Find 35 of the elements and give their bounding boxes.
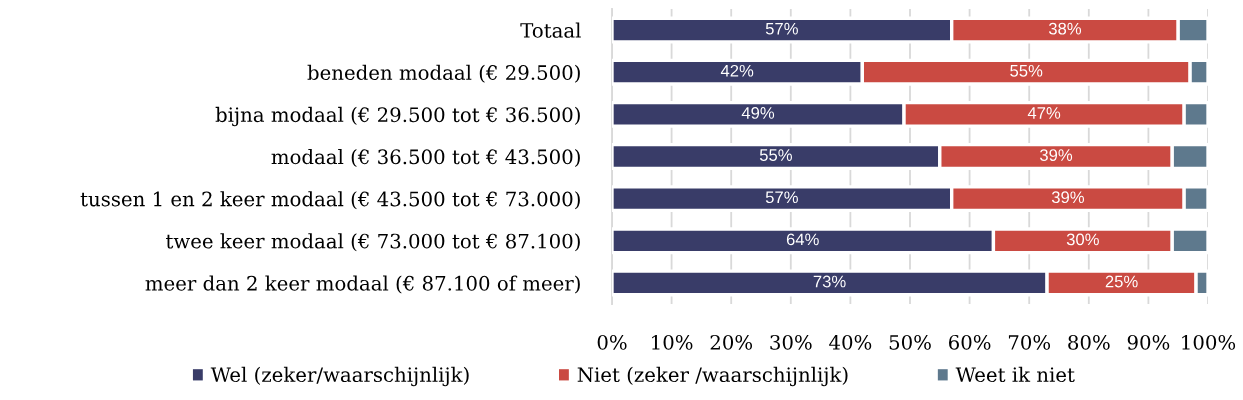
data-label: 38% <box>1048 22 1082 35</box>
y-tick-label: meer dan 2 keer modaal (€ 87.100 of meer) <box>145 275 580 294</box>
data-label: 39% <box>1039 149 1073 161</box>
x-tick-label: 0% <box>597 334 627 350</box>
data-label: 49% <box>741 107 775 119</box>
y-tick-label: beneden modaal (€ 29.500) <box>307 64 580 83</box>
data-label: 57% <box>765 22 798 35</box>
data-label: 30% <box>1066 233 1099 246</box>
x-tick-label: 100% <box>1182 334 1236 350</box>
legend-label: Wel (zeker/waarschijnlijk) <box>210 366 469 387</box>
x-tick-label: 10% <box>652 334 693 350</box>
data-label: 57% <box>765 191 798 204</box>
x-tick-label: 90% <box>1127 334 1170 350</box>
x-tick-label: 70% <box>1008 334 1051 350</box>
legend-label: Weet ik niet <box>955 366 1075 383</box>
y-tick-label: tussen 1 en 2 keer modaal (€ 43.500 tot € 73.000) <box>80 191 580 210</box>
data-label: 73% <box>813 275 846 288</box>
legend-label: Niet (zeker /waarschijnlijk) <box>577 366 848 387</box>
data-label: 55% <box>759 149 792 161</box>
x-tick-label: 40% <box>829 334 872 350</box>
x-tick-label: 60% <box>949 334 991 350</box>
y-tick-label: modaal (€ 36.500 tot € 43.500) <box>271 149 580 168</box>
y-tick-label: twee keer modaal (€ 73.000 tot € 87.100) <box>166 233 580 252</box>
x-tick-label: 30% <box>770 334 812 350</box>
x-tick-label: 20% <box>710 334 753 350</box>
data-label: 25% <box>1105 275 1138 288</box>
x-tick-label: 80% <box>1068 334 1110 350</box>
data-label: 47% <box>1027 107 1061 119</box>
y-tick-label: bijna modaal (€ 29.500 tot € 36.500) <box>215 106 580 127</box>
y-tick-label: Totaal <box>520 22 581 38</box>
data-label: 64% <box>786 233 819 246</box>
data-label: 42% <box>720 64 754 77</box>
data-label: 55% <box>1010 64 1043 77</box>
data-label: 39% <box>1051 191 1085 204</box>
x-tick-label: 50% <box>889 334 931 350</box>
